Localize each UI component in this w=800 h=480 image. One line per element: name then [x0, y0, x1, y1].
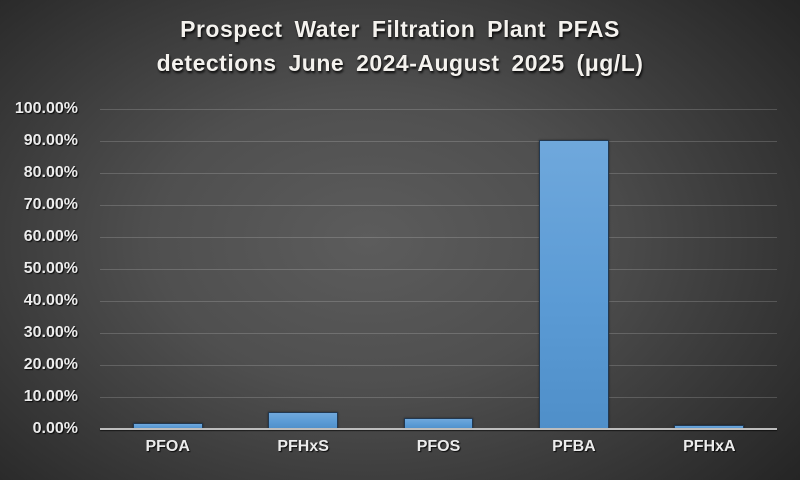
gridline: [100, 205, 777, 206]
bar-cell-pfba: [506, 109, 641, 429]
x-axis-labels: PFOA PFHxS PFOS PFBA PFHxA: [100, 438, 777, 456]
bar-cell-pfhxa: [642, 109, 777, 429]
y-tick-label: 10.00%: [23, 388, 78, 405]
x-axis-line: [100, 428, 777, 430]
bar-pfhxa: [674, 425, 745, 429]
bar-cell-pfos: [371, 109, 506, 429]
bar-pfba: [539, 140, 609, 429]
gridline: [100, 333, 777, 334]
gridline: [100, 397, 777, 398]
y-tick-label: 50.00%: [23, 260, 78, 277]
x-category-label-pfhxs: PFHxS: [277, 438, 329, 455]
y-tick-label: 20.00%: [23, 356, 78, 373]
y-tick-label: 90.00%: [23, 132, 78, 149]
y-tick-label: 80.00%: [23, 164, 78, 181]
gridline: [100, 365, 777, 366]
chart-title-line1: Prospect Water Filtration Plant PFAS: [180, 16, 620, 42]
plot-area: [100, 109, 777, 430]
x-category-label-pfoa: PFOA: [145, 438, 190, 455]
bars-container: [100, 109, 777, 429]
gridline: [100, 173, 777, 174]
gridline: [100, 301, 777, 302]
y-tick-label: 70.00%: [23, 196, 78, 213]
y-axis-labels: 100.00% 90.00% 80.00% 70.00% 60.00% 50.00% 40.…: [0, 100, 90, 437]
y-tick-label: 100.00%: [14, 100, 78, 117]
y-tick-label: 60.00%: [23, 228, 78, 245]
x-category-label-pfos: PFOS: [416, 438, 461, 455]
gridline: [100, 109, 777, 110]
bar-cell-pfhxs: [235, 109, 370, 429]
y-tick-label: 0.00%: [32, 420, 78, 437]
bar-pfoa: [132, 423, 203, 429]
bar-cell-pfoa: [100, 109, 235, 429]
gridline: [100, 141, 777, 142]
bar-pfos: [403, 418, 474, 429]
chart-title-line2: detections June 2024-August 2025 (μg/L): [156, 50, 644, 76]
gridline: [100, 269, 777, 270]
y-tick-label: 30.00%: [23, 324, 78, 341]
x-category-label-pfba: PFBA: [552, 438, 596, 455]
gridline: [100, 237, 777, 238]
y-tick-label: 40.00%: [23, 292, 78, 309]
bar-pfhxs: [268, 412, 338, 429]
chart-title: Prospect Water Filtration Plant PFAS det…: [0, 12, 800, 80]
x-category-label-pfhxa: PFHxA: [683, 438, 736, 455]
